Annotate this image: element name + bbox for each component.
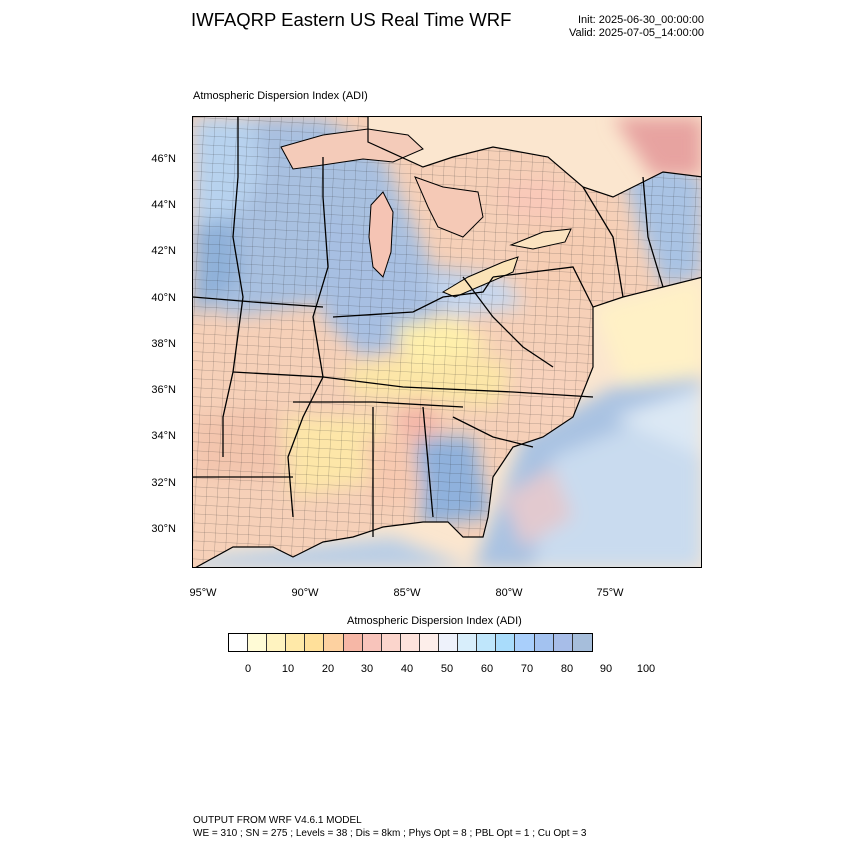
legend-tick-label: 50: [440, 663, 454, 675]
lat-label: 40°N: [151, 292, 176, 304]
color-legend-bar: [228, 633, 593, 652]
legend-color-box: [343, 634, 363, 651]
legend-tick-label: 40: [400, 663, 414, 675]
legend-tick-label: 30: [360, 663, 374, 675]
lon-label: 90°W: [291, 587, 319, 599]
legend-color-box: [419, 634, 440, 651]
legend-color-box: [515, 634, 535, 651]
legend-color-box: [458, 634, 478, 651]
adi-map: [193, 117, 701, 567]
lat-label: 36°N: [151, 384, 176, 396]
legend-color-box: [400, 634, 420, 651]
legend-title: Atmospheric Dispersion Index (ADI): [347, 615, 522, 627]
lon-label: 80°W: [495, 587, 523, 599]
great-lakes: [280, 128, 572, 298]
legend-tick-label: 0: [244, 663, 252, 675]
lat-label: 42°N: [151, 245, 176, 257]
lon-label: 75°W: [596, 587, 624, 599]
footer-settings-line: WE = 310 ; SN = 275 ; Levels = 38 ; Dis …: [193, 828, 587, 839]
legend-color-box: [362, 634, 382, 651]
legend-tick-label: 90: [599, 663, 613, 675]
lon-label: 95°W: [189, 587, 217, 599]
lat-label: 34°N: [151, 430, 176, 442]
legend-color-box: [572, 634, 592, 651]
legend-color-box: [381, 634, 401, 651]
lat-label: 32°N: [151, 477, 176, 489]
legend-tick-label: 80: [560, 663, 574, 675]
legend-color-box: [305, 634, 325, 651]
legend-color-box: [534, 634, 554, 651]
legend-color-box: [248, 634, 268, 651]
map-panel: [192, 116, 702, 568]
legend-color-box: [553, 634, 573, 651]
legend-color-box: [229, 634, 249, 651]
legend-tick-label: 60: [480, 663, 494, 675]
land-field: [193, 117, 701, 567]
init-time: Init: 2025-06-30_00:00:00: [578, 14, 704, 26]
legend-color-box: [477, 634, 497, 651]
legend-color-box: [267, 634, 287, 651]
plot-title: IWFAQRP Eastern US Real Time WRF: [191, 9, 512, 30]
lon-label: 85°W: [393, 587, 421, 599]
legend-tick-label: 70: [520, 663, 534, 675]
lat-label: 46°N: [151, 153, 176, 165]
boundaries: [193, 117, 701, 567]
lat-label: 30°N: [151, 523, 176, 535]
legend-color-box: [286, 634, 306, 651]
legend-color-box: [324, 634, 344, 651]
legend-tick-label: 100: [636, 663, 656, 675]
map-subtitle: Atmospheric Dispersion Index (ADI): [193, 90, 368, 102]
legend-tick-label: 20: [321, 663, 335, 675]
lat-label: 38°N: [151, 338, 176, 350]
lat-label: 44°N: [151, 199, 176, 211]
legend-tick-label: 10: [281, 663, 295, 675]
footer-model-line: OUTPUT FROM WRF V4.6.1 MODEL: [193, 815, 362, 826]
valid-time: Valid: 2025-07-05_14:00:00: [569, 27, 704, 39]
legend-color-box: [439, 634, 459, 651]
legend-color-box: [496, 634, 516, 651]
ocean-field: [193, 117, 701, 567]
